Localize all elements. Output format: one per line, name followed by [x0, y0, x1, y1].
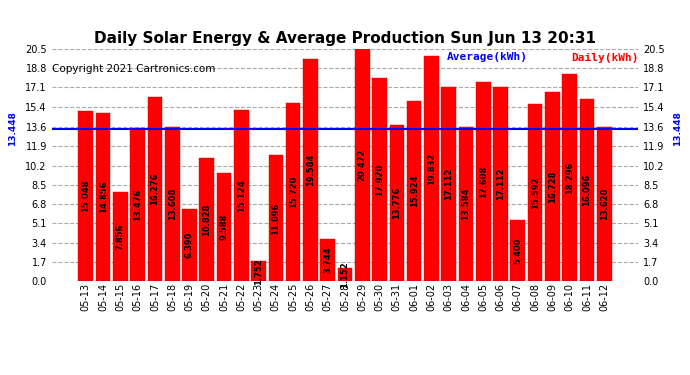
Text: Average(kWh): Average(kWh) [447, 53, 528, 63]
Bar [580, 99, 594, 281]
Bar [199, 159, 214, 281]
Bar [148, 97, 162, 281]
Bar [545, 92, 560, 281]
Bar [303, 59, 318, 281]
Text: 9.588: 9.588 [219, 214, 228, 240]
Bar [372, 78, 387, 281]
Bar [476, 81, 491, 281]
Bar [268, 155, 283, 281]
Text: 13.608: 13.608 [168, 188, 177, 220]
Text: 7.856: 7.856 [116, 224, 125, 250]
Text: 18.296: 18.296 [565, 161, 574, 194]
Text: 13.620: 13.620 [600, 188, 609, 220]
Text: 11.096: 11.096 [271, 202, 280, 234]
Text: 17.920: 17.920 [375, 164, 384, 196]
Bar [182, 209, 197, 281]
Text: 15.048: 15.048 [81, 180, 90, 212]
Bar [389, 125, 404, 281]
Bar [337, 268, 353, 281]
Bar [130, 128, 145, 281]
Bar [286, 103, 301, 281]
Bar [528, 104, 542, 281]
Text: 17.112: 17.112 [444, 168, 453, 201]
Text: 6.390: 6.390 [185, 232, 194, 258]
Text: 17.608: 17.608 [479, 165, 488, 198]
Text: 17.112: 17.112 [496, 168, 505, 201]
Text: 19.584: 19.584 [306, 154, 315, 186]
Bar [113, 192, 128, 281]
Text: 20.472: 20.472 [358, 149, 367, 182]
Bar [459, 127, 473, 281]
Bar [234, 110, 248, 281]
Bar [79, 111, 93, 281]
Text: 16.096: 16.096 [582, 174, 591, 206]
Text: 3.744: 3.744 [323, 247, 332, 273]
Bar [424, 56, 439, 281]
Bar [165, 127, 179, 281]
Bar [597, 127, 611, 281]
Text: 13.476: 13.476 [133, 189, 142, 221]
Bar [442, 87, 456, 281]
Text: 15.124: 15.124 [237, 179, 246, 212]
Title: Daily Solar Energy & Average Production Sun Jun 13 20:31: Daily Solar Energy & Average Production … [94, 31, 596, 46]
Bar [217, 172, 231, 281]
Text: 14.856: 14.856 [99, 181, 108, 213]
Text: Copyright 2021 Cartronics.com: Copyright 2021 Cartronics.com [52, 64, 215, 74]
Text: 19.832: 19.832 [427, 153, 436, 185]
Text: 15.720: 15.720 [288, 176, 297, 208]
Text: 1.152: 1.152 [340, 261, 350, 288]
Text: 10.828: 10.828 [202, 204, 211, 236]
Text: 1.752: 1.752 [254, 258, 263, 285]
Text: 13.584: 13.584 [462, 188, 471, 220]
Bar [355, 49, 370, 281]
Bar [251, 261, 266, 281]
Bar [562, 74, 577, 281]
Text: Daily(kWh): Daily(kWh) [571, 53, 638, 63]
Bar [407, 100, 422, 281]
Text: 13.448: 13.448 [8, 111, 17, 146]
Text: 15.592: 15.592 [531, 177, 540, 209]
Bar [511, 220, 525, 281]
Bar [320, 239, 335, 281]
Text: 16.276: 16.276 [150, 173, 159, 205]
Text: 13.776: 13.776 [393, 187, 402, 219]
Text: 16.728: 16.728 [548, 170, 557, 202]
Text: 15.924: 15.924 [410, 175, 419, 207]
Bar [96, 113, 110, 281]
Text: 13.448: 13.448 [673, 111, 682, 146]
Bar [493, 87, 508, 281]
Text: 5.400: 5.400 [513, 237, 522, 264]
